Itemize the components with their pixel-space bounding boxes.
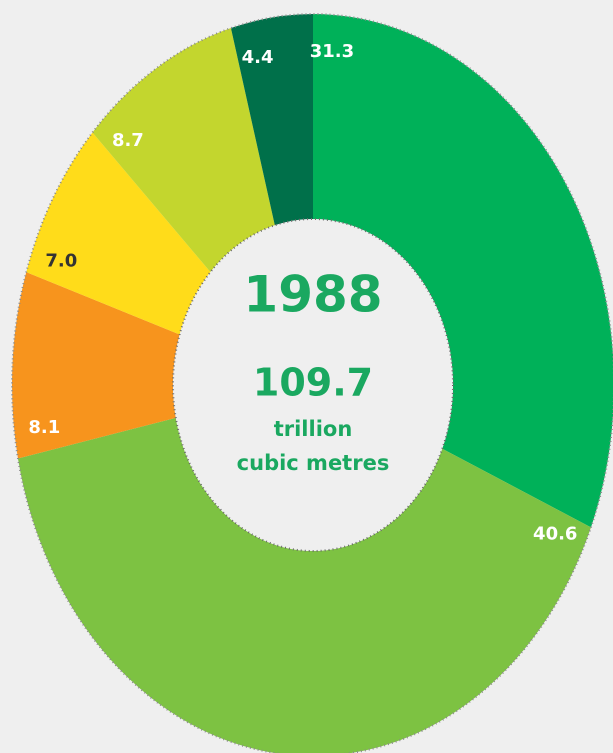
center-year: 1988 (243, 266, 382, 324)
center-total: 109.7 (253, 361, 373, 405)
wedge (230, 13, 313, 226)
value-label: 8.7 (112, 130, 144, 151)
wedge (313, 14, 613, 528)
wedge (12, 272, 180, 459)
value-label: 4.4 (242, 47, 274, 68)
center-unit: cubic metres (237, 451, 390, 475)
wedge (92, 28, 275, 273)
wedge (26, 132, 211, 335)
value-label: 31.3 (310, 41, 354, 62)
value-label: 40.6 (533, 523, 577, 544)
wedges (12, 13, 613, 753)
value-label: 8.1 (28, 417, 60, 438)
center-unit: trillion (274, 417, 353, 441)
value-label: 7.0 (45, 250, 77, 271)
wedge (17, 417, 591, 753)
center-hole (172, 218, 454, 552)
